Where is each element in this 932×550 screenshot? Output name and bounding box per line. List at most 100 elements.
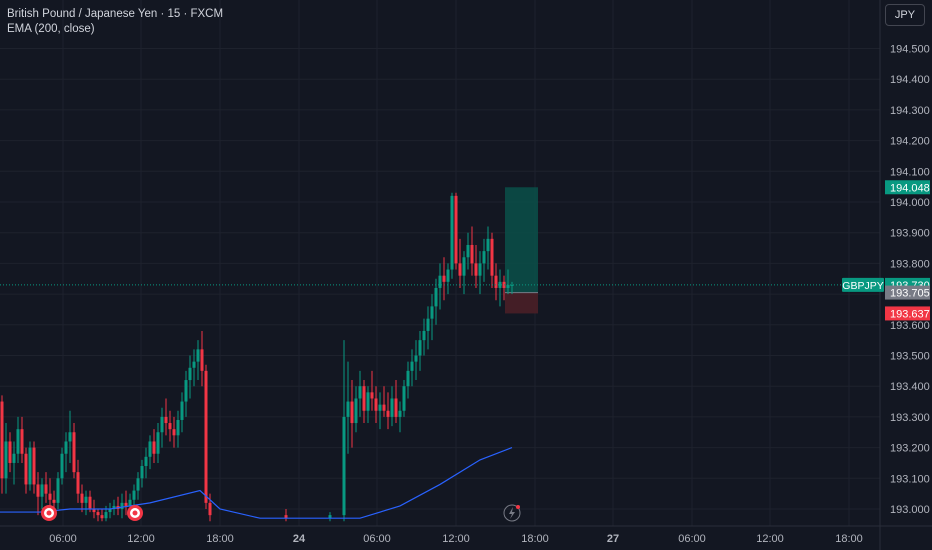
candle-body[interactable] [422, 330, 426, 341]
candle-body[interactable] [470, 244, 474, 264]
candle-body[interactable] [112, 505, 116, 509]
candle-body[interactable] [0, 401, 4, 479]
candle-body[interactable] [92, 509, 96, 513]
candle-body[interactable] [132, 490, 136, 500]
candle-body[interactable] [76, 472, 80, 494]
candle-body[interactable] [184, 380, 188, 402]
candle-body[interactable] [164, 416, 168, 424]
candle-body[interactable] [148, 441, 152, 457]
price-axis-tag[interactable] [885, 285, 930, 300]
candle-body[interactable] [52, 499, 56, 503]
candle-body[interactable] [120, 502, 124, 509]
candle-body[interactable] [406, 370, 410, 387]
candle-body[interactable] [410, 361, 414, 371]
candle-body[interactable] [382, 404, 386, 411]
candle-body[interactable] [204, 370, 208, 503]
symbol-price-tag[interactable] [842, 277, 884, 292]
candle-body[interactable] [168, 423, 172, 430]
candle-body[interactable] [152, 441, 156, 454]
candle-body[interactable] [398, 410, 402, 417]
candle-body[interactable] [16, 429, 20, 454]
candle-body[interactable] [350, 401, 354, 424]
candle-body[interactable] [390, 398, 394, 417]
candle-body[interactable] [490, 238, 494, 276]
candle-body[interactable] [104, 512, 108, 519]
indicator-ema-label[interactable]: EMA (200, close) [7, 23, 95, 35]
candle-body[interactable] [442, 275, 446, 282]
candle-body[interactable] [64, 441, 68, 454]
candle-body[interactable] [208, 502, 212, 516]
candle-body[interactable] [478, 263, 482, 276]
candle-body[interactable] [80, 493, 84, 503]
candle-body[interactable] [414, 355, 418, 362]
candle-body[interactable] [144, 456, 148, 467]
candle-body[interactable] [402, 386, 406, 411]
candle-body[interactable] [374, 398, 378, 411]
lightning-icon[interactable] [503, 504, 521, 522]
candle-body[interactable] [180, 401, 184, 420]
candle-body[interactable] [362, 386, 366, 411]
candle-body[interactable] [56, 478, 60, 503]
candle-body[interactable] [450, 195, 454, 270]
price-axis-tag[interactable] [885, 180, 930, 195]
candle-body[interactable] [474, 263, 478, 276]
price-axis-tag[interactable] [885, 306, 930, 321]
candle-body[interactable] [498, 281, 502, 288]
candle-body[interactable] [108, 509, 112, 513]
candle-body[interactable] [48, 493, 52, 500]
candle-body[interactable] [506, 284, 510, 288]
candle-body[interactable] [12, 453, 16, 463]
candle-body[interactable] [430, 306, 434, 319]
candle-body[interactable] [462, 257, 466, 276]
candle-body[interactable] [446, 269, 450, 282]
candle-body[interactable] [100, 515, 104, 519]
candle-body[interactable] [482, 251, 486, 264]
candle-body[interactable] [458, 263, 462, 276]
candle-body[interactable] [60, 453, 64, 479]
candle-body[interactable] [20, 429, 24, 454]
candle-body[interactable] [454, 195, 458, 264]
candle-body[interactable] [386, 410, 390, 417]
candle-body[interactable] [358, 386, 362, 399]
candle-body[interactable] [140, 466, 144, 479]
position-profit-zone[interactable] [505, 187, 538, 293]
candle-body[interactable] [124, 502, 128, 506]
candle-body[interactable] [192, 361, 196, 368]
candle-body[interactable] [36, 484, 40, 497]
symbol-title[interactable]: British Pound / Japanese Yen · 15 · FXCM [7, 8, 224, 20]
candle-body[interactable] [196, 349, 200, 362]
candle-body[interactable] [72, 432, 76, 473]
candle-body[interactable] [354, 398, 358, 424]
candle-body[interactable] [284, 515, 288, 519]
candle-body[interactable] [28, 447, 32, 485]
candle-body[interactable] [418, 340, 422, 356]
candle-body[interactable] [378, 404, 382, 411]
candle-body[interactable] [44, 484, 48, 494]
candle-body[interactable] [342, 416, 346, 516]
candle-body[interactable] [24, 453, 28, 485]
candle-body[interactable] [160, 416, 164, 433]
candle-body[interactable] [370, 392, 374, 399]
candle-body[interactable] [128, 499, 132, 506]
candle-body[interactable] [188, 367, 192, 381]
candle-body[interactable] [346, 401, 350, 417]
candle-body[interactable] [156, 432, 160, 454]
candle-body[interactable] [4, 441, 8, 479]
candle-body[interactable] [68, 432, 72, 442]
position-loss-zone[interactable] [505, 292, 538, 314]
candle-body[interactable] [136, 478, 140, 491]
candle-body[interactable] [426, 318, 430, 331]
candle-body[interactable] [172, 429, 176, 436]
candle-body[interactable] [366, 392, 370, 411]
candle-body[interactable] [32, 447, 36, 485]
candle-body[interactable] [494, 275, 498, 288]
candle-body[interactable] [8, 441, 12, 463]
candle-body[interactable] [394, 398, 398, 417]
currency-button[interactable]: JPY [885, 4, 925, 26]
candle-body[interactable] [510, 284, 514, 286]
candle-body[interactable] [486, 238, 490, 252]
candle-body[interactable] [434, 287, 438, 307]
candle-body[interactable] [200, 349, 204, 371]
candle-body[interactable] [438, 275, 442, 288]
